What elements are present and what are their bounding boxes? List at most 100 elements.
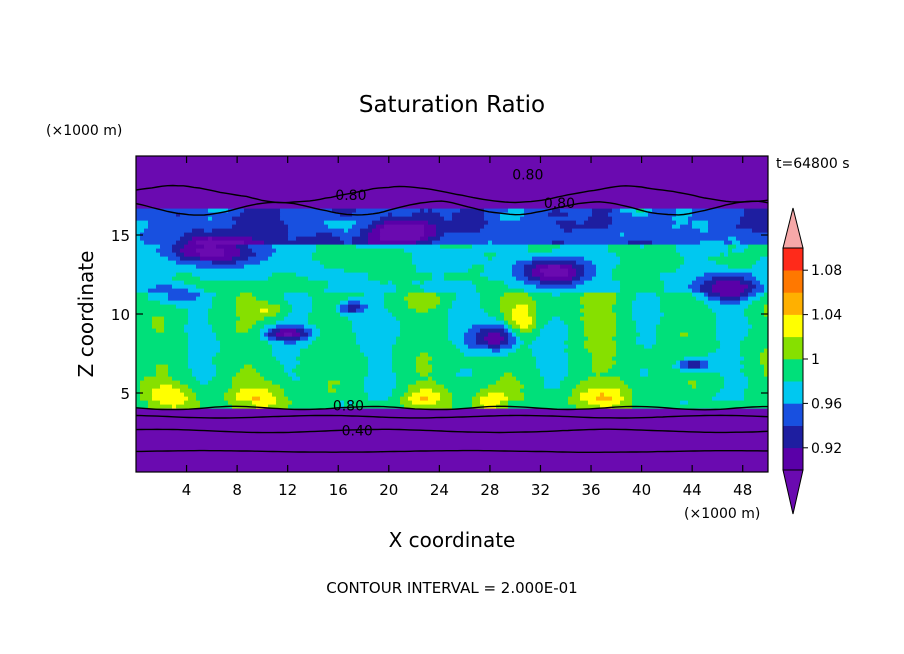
- field-cell: [148, 292, 169, 297]
- field-cell: [616, 264, 681, 269]
- field-cell: [200, 400, 229, 405]
- field-cell: [516, 276, 529, 281]
- field-cell: [504, 372, 513, 377]
- field-cell: [444, 384, 489, 389]
- field-cell: [188, 340, 221, 345]
- field-cell: [484, 208, 509, 213]
- field-cell: [568, 396, 581, 401]
- field-cell: [512, 312, 529, 317]
- field-cell: [712, 288, 745, 293]
- field-cell: [500, 376, 517, 381]
- field-cell: [328, 388, 337, 393]
- field-cell: [536, 324, 545, 329]
- field-cell: [428, 396, 441, 401]
- field-cell: [272, 272, 297, 277]
- field-cell: [496, 380, 521, 385]
- field-cell: [748, 332, 768, 337]
- field-cell: [176, 260, 213, 265]
- field-cell: [708, 360, 741, 365]
- field-cell: [764, 368, 768, 373]
- field-cell: [384, 292, 409, 297]
- field-cell: [752, 324, 768, 329]
- field-cell: [352, 236, 369, 241]
- field-cell: [136, 172, 768, 177]
- field-cell: [552, 316, 561, 321]
- field-cell: [160, 384, 173, 389]
- field-cell: [464, 332, 477, 337]
- field-cell: [460, 348, 493, 353]
- field-cell: [196, 376, 213, 381]
- field-cell: [744, 396, 768, 401]
- field-cell: [136, 208, 209, 213]
- field-cell: [584, 220, 613, 225]
- field-cell: [700, 288, 713, 293]
- field-cell: [140, 236, 181, 241]
- field-cell: [512, 328, 521, 333]
- colorbar-swatch: [783, 336, 803, 360]
- field-cell: [392, 392, 405, 397]
- field-cell: [136, 272, 177, 277]
- field-cell: [440, 392, 453, 397]
- field-cell: [396, 284, 421, 289]
- field-cell: [752, 264, 768, 269]
- field-cell: [352, 324, 401, 329]
- field-cell: [368, 364, 393, 369]
- field-cell: [740, 292, 749, 297]
- field-cell: [348, 296, 385, 301]
- field-cell: [224, 396, 237, 401]
- field-cell: [136, 304, 177, 309]
- field-cell: [372, 228, 381, 233]
- field-cell: [764, 364, 768, 369]
- field-cell: [296, 272, 369, 277]
- field-cell: [448, 388, 481, 393]
- field-cell: [440, 236, 729, 241]
- field-cell: [516, 348, 533, 353]
- field-cell: [680, 252, 721, 257]
- field-cell: [692, 288, 701, 293]
- field-cell: [384, 296, 405, 301]
- x-tick-label: 32: [531, 481, 550, 499]
- field-cell: [192, 368, 217, 373]
- field-cell: [136, 308, 189, 313]
- field-cell: [168, 296, 197, 301]
- field-cell: [740, 344, 768, 349]
- field-cell: [652, 240, 701, 245]
- field-cell: [700, 360, 709, 365]
- field-cell: [748, 328, 768, 333]
- field-cell: [244, 208, 281, 213]
- field-cell: [176, 240, 189, 245]
- field-cell: [480, 272, 513, 277]
- field-cell: [136, 164, 768, 169]
- field-cell: [420, 208, 425, 213]
- field-cell: [632, 304, 661, 309]
- field-cell: [476, 288, 525, 293]
- field-cell: [616, 344, 645, 349]
- field-cell: [208, 216, 213, 221]
- field-cell: [136, 424, 768, 429]
- field-cell: [536, 356, 569, 361]
- field-cell: [568, 336, 589, 341]
- contour-line: [136, 200, 768, 216]
- field-cell: [264, 324, 277, 329]
- field-cell: [240, 212, 281, 217]
- field-cell: [512, 316, 533, 321]
- x-tick-label: 48: [733, 481, 752, 499]
- field-cell: [620, 376, 725, 381]
- field-cell: [356, 332, 401, 337]
- field-cell: [532, 268, 541, 273]
- field-cell: [708, 224, 737, 229]
- x-tick-label: 8: [232, 481, 242, 499]
- field-cell: [296, 340, 313, 345]
- field-cell: [616, 332, 641, 337]
- field-cell: [524, 264, 537, 269]
- field-cell: [336, 304, 341, 309]
- time-label: t=64800 s: [776, 156, 850, 172]
- field-cell: [356, 244, 441, 249]
- field-cell: [136, 192, 768, 197]
- field-cell: [392, 364, 417, 369]
- field-cell: [368, 304, 385, 309]
- field-cell: [748, 304, 765, 309]
- field-cell: [748, 316, 768, 321]
- field-cell: [612, 268, 677, 273]
- field-cell: [532, 348, 565, 353]
